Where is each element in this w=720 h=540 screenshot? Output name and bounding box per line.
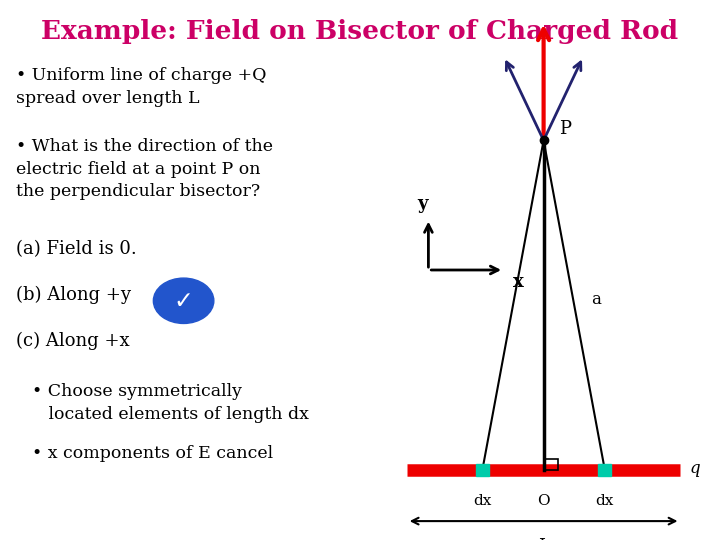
Text: (c) Along +x: (c) Along +x xyxy=(16,332,130,350)
Text: P: P xyxy=(559,120,572,138)
Text: a: a xyxy=(590,291,600,308)
Text: • What is the direction of the
electric field at a point P on
the perpendicular : • What is the direction of the electric … xyxy=(16,138,273,200)
Circle shape xyxy=(153,278,214,323)
Bar xyxy=(598,464,611,476)
Bar xyxy=(476,464,489,476)
Text: • x components of E cancel: • x components of E cancel xyxy=(32,446,274,462)
Text: x: x xyxy=(513,273,523,291)
Text: y: y xyxy=(418,195,428,213)
Text: • Choose symmetrically
   located elements of length dx: • Choose symmetrically located elements … xyxy=(32,383,310,423)
Text: L: L xyxy=(538,538,549,540)
Text: • Uniform line of charge +Q
spread over length L: • Uniform line of charge +Q spread over … xyxy=(16,68,266,107)
Text: Example: Field on Bisector of Charged Rod: Example: Field on Bisector of Charged Ro… xyxy=(42,19,678,44)
Text: O: O xyxy=(537,494,550,508)
Text: q: q xyxy=(689,460,700,477)
Text: (b) Along +y: (b) Along +y xyxy=(16,286,131,305)
Text: dx: dx xyxy=(595,494,614,508)
Bar xyxy=(544,459,558,470)
Text: (a) Field is 0.: (a) Field is 0. xyxy=(16,240,137,258)
Text: dx: dx xyxy=(473,494,492,508)
Text: ✓: ✓ xyxy=(174,289,194,313)
